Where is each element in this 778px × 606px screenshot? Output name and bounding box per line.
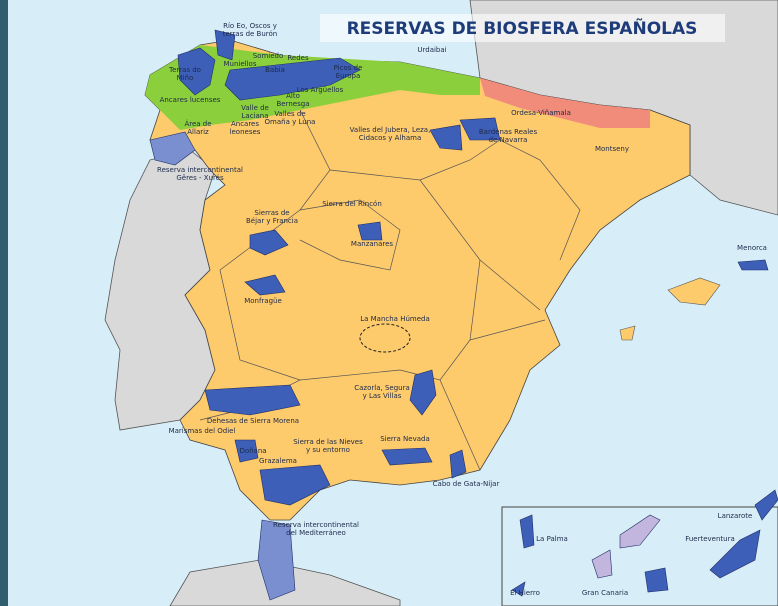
place-label: Lanzarote <box>718 512 753 520</box>
place-label: de Navarra <box>489 136 528 144</box>
place-label: Reserva intercontinental <box>273 521 359 529</box>
place-label: y su entorno <box>306 446 350 454</box>
place-label: Valle de <box>241 104 269 112</box>
place-label: Omaña y Luna <box>265 118 316 126</box>
map: RESERVAS DE BIOSFERA ESPAÑOLAS Río Eo, O… <box>0 0 778 606</box>
place-label: Río Eo, Oscos y <box>223 22 277 30</box>
island <box>645 568 668 592</box>
place-label: Montseny <box>595 145 629 153</box>
place-label: Gêres - Xurés <box>176 174 224 182</box>
place-label: La Palma <box>536 535 568 543</box>
place-label: Cazorla, Segura <box>354 384 410 392</box>
place-label: Fuerteventura <box>685 535 735 543</box>
place-label: Allariz <box>187 128 209 136</box>
place-label: La Mancha Húmeda <box>360 315 430 323</box>
place-label: del Mediterráneo <box>286 529 346 537</box>
place-label: Reserva intercontinental <box>157 166 243 174</box>
place-label: Valles del Jubera, Leza, <box>350 126 431 134</box>
place-label: terras de Burón <box>223 30 278 38</box>
place-label: Somiedo <box>253 52 284 60</box>
place-label: Gran Canaria <box>582 589 628 597</box>
place-label: Cidacos y Alhama <box>359 134 422 142</box>
place-label: Ancares <box>231 120 259 128</box>
place-label: leoneses <box>230 128 261 136</box>
place-label: Cabo de Gata-Níjar <box>433 480 500 488</box>
place-label: El Hierro <box>510 589 540 597</box>
place-label: Sierras de <box>254 209 289 217</box>
place-label: Ordesa-Viñamala <box>511 109 571 117</box>
reserve <box>382 448 432 465</box>
place-label: Dehesas de Sierra Morena <box>207 417 299 425</box>
place-label: Sierra del Rincón <box>322 200 382 208</box>
place-label: Doñana <box>239 447 266 455</box>
reserve <box>738 260 768 270</box>
place-label: Babia <box>265 66 285 74</box>
place-label: Bernesga <box>277 100 310 108</box>
place-label: Manzanares <box>351 240 393 248</box>
place-label: Miño <box>177 74 194 82</box>
place-label: Grazalema <box>259 457 297 465</box>
place-label: Área de <box>184 119 211 128</box>
place-label: Monfragüe <box>244 297 282 305</box>
place-label: Urdaibai <box>417 46 446 54</box>
place-label: Europa <box>336 72 361 80</box>
place-label: y Las Villas <box>363 392 402 400</box>
place-label: Redes <box>287 54 309 62</box>
place-label: Los Argüellos <box>297 86 344 94</box>
title: RESERVAS DE BIOSFERA ESPAÑOLAS <box>347 16 698 39</box>
place-label: Bardenas Reales <box>479 128 538 136</box>
place-label: Picos de <box>334 64 363 72</box>
place-label: Marismas del Odiel <box>169 427 236 435</box>
place-label: Béjar y Francia <box>246 217 298 225</box>
place-label: Menorca <box>737 244 767 252</box>
reserve <box>358 222 382 240</box>
place-label: Sierra de las Nieves <box>293 438 363 446</box>
place-label: Ancares lucenses <box>160 96 221 104</box>
place-label: Muniellos <box>224 60 257 68</box>
place-label: Valles de <box>274 110 305 118</box>
place-label: Sierra Nevada <box>380 435 430 443</box>
place-label: Terras do <box>168 66 201 74</box>
